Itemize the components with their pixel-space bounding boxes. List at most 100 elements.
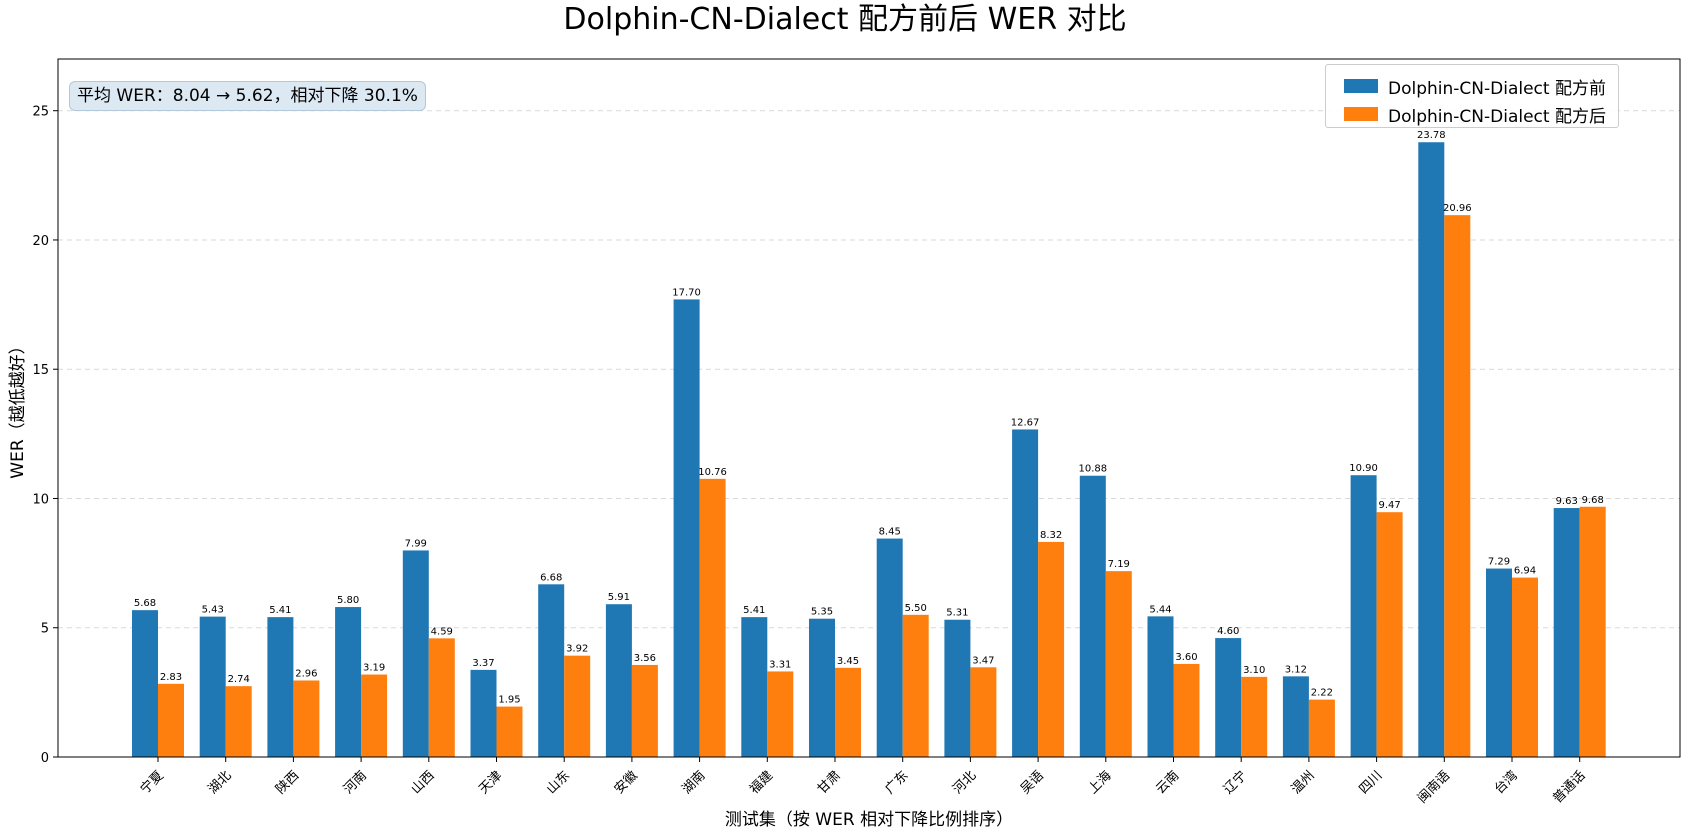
bar-before bbox=[1553, 508, 1580, 757]
bar-before bbox=[944, 619, 971, 757]
x-tick-label: 广东 bbox=[883, 768, 912, 797]
x-tick-label: 福建 bbox=[747, 768, 776, 797]
bar-after bbox=[1038, 541, 1065, 757]
bar-before bbox=[1147, 616, 1174, 757]
legend-swatch-before bbox=[1344, 79, 1378, 93]
y-axis-ticks: 0 5 10 15 20 25 bbox=[32, 105, 58, 766]
x-tick-label: 吴语 bbox=[1018, 768, 1047, 797]
bar-after bbox=[1173, 663, 1200, 757]
bar-before bbox=[1282, 676, 1309, 757]
data-label: 5.80 bbox=[337, 595, 359, 606]
x-tick-label: 山西 bbox=[409, 768, 438, 797]
bar-before bbox=[199, 616, 226, 757]
bar-after bbox=[902, 614, 929, 757]
data-label: 3.37 bbox=[472, 658, 494, 669]
bar-before bbox=[1350, 475, 1377, 757]
data-label: 9.63 bbox=[1556, 496, 1578, 507]
legend: Dolphin-CN-Dialect 配方前 Dolphin-CN-Dialec… bbox=[1325, 64, 1619, 128]
data-label: 3.45 bbox=[837, 656, 859, 667]
bar-before bbox=[673, 299, 700, 757]
data-label: 3.10 bbox=[1243, 665, 1265, 676]
data-label: 2.22 bbox=[1311, 688, 1333, 699]
x-tick-label: 宁夏 bbox=[137, 768, 167, 798]
y-tick-label: 10 bbox=[32, 492, 49, 507]
x-tick-label: 湖北 bbox=[206, 768, 235, 797]
bar-after bbox=[1105, 571, 1132, 757]
y-tick-label: 20 bbox=[32, 234, 49, 249]
bar-after bbox=[496, 706, 523, 757]
data-label: 4.60 bbox=[1217, 626, 1239, 637]
chart-title: Dolphin-CN-Dialect 配方前后 WER 对比 bbox=[563, 2, 1127, 37]
y-tick-label: 25 bbox=[32, 105, 49, 120]
bar-after bbox=[1376, 512, 1403, 757]
data-label: 20.96 bbox=[1443, 203, 1472, 214]
bar-before bbox=[132, 610, 158, 757]
x-tick-label: 上海 bbox=[1086, 768, 1115, 797]
data-label: 17.70 bbox=[672, 287, 701, 298]
data-label: 5.44 bbox=[1149, 604, 1171, 615]
bar-before bbox=[470, 669, 497, 757]
plot-frame bbox=[57, 58, 1681, 758]
bar-before bbox=[267, 617, 294, 757]
data-label: 6.94 bbox=[1514, 566, 1536, 577]
y-tick-label: 5 bbox=[41, 622, 49, 637]
summary-annotation: 平均 WER：8.04 → 5.62，相对下降 30.1% bbox=[69, 81, 426, 111]
bar-after bbox=[293, 680, 320, 757]
x-tick-label: 河北 bbox=[950, 768, 979, 797]
data-label: 5.41 bbox=[269, 605, 291, 616]
bar-after bbox=[1308, 699, 1335, 757]
data-label: 5.68 bbox=[134, 598, 156, 609]
data-label: 3.60 bbox=[1175, 652, 1197, 663]
data-label: 3.47 bbox=[972, 655, 994, 666]
bar-after bbox=[158, 683, 184, 757]
legend-label-after: Dolphin-CN-Dialect 配方后 bbox=[1388, 106, 1606, 127]
data-label: 1.95 bbox=[498, 695, 520, 706]
data-label: 9.68 bbox=[1582, 495, 1604, 506]
bar-before bbox=[1215, 638, 1242, 757]
y-tick-label: 0 bbox=[41, 751, 49, 766]
bar-after bbox=[631, 664, 658, 757]
x-tick-label: 台湾 bbox=[1491, 768, 1521, 798]
x-tick-label: 四川 bbox=[1356, 768, 1385, 797]
legend-item-before: Dolphin-CN-Dialect 配方前 bbox=[1344, 75, 1606, 99]
y-axis-title: WER（越低越好） bbox=[8, 337, 28, 478]
x-tick-label: 甘肃 bbox=[815, 768, 844, 797]
bar-after bbox=[564, 655, 591, 757]
bar-before bbox=[809, 618, 835, 757]
data-label: 8.32 bbox=[1040, 530, 1062, 541]
bar-after bbox=[835, 667, 861, 757]
bar-before bbox=[741, 617, 768, 757]
data-label: 3.19 bbox=[363, 663, 385, 674]
bar-after bbox=[428, 638, 455, 757]
x-axis-ticks: 宁夏 湖北 陕西 河南 山西 天津 山东 安徽 湖南 福建 甘肃 广东 河北 吴语 上海 云南 辽宁 温州 四川 闽南… bbox=[137, 757, 1589, 807]
legend-swatch-after bbox=[1344, 107, 1378, 121]
data-label: 5.50 bbox=[905, 603, 927, 614]
bar-after bbox=[767, 671, 794, 757]
value-labels: 5.68 2.83 5.43 2.74 5.41 2.96 5.80 3.19 7.99 4.59… bbox=[134, 130, 1604, 705]
data-label: 5.31 bbox=[946, 608, 968, 619]
x-tick-label: 闽南语 bbox=[1414, 768, 1453, 807]
y-tick-label: 15 bbox=[32, 363, 49, 378]
bar-after bbox=[361, 674, 388, 757]
data-label: 4.59 bbox=[431, 626, 453, 637]
x-axis-title: 测试集（按 WER 相对下降比例排序） bbox=[725, 810, 1013, 830]
legend-label-before: Dolphin-CN-Dialect 配方前 bbox=[1388, 78, 1606, 99]
x-tick-label: 山东 bbox=[544, 768, 573, 797]
data-label: 7.29 bbox=[1488, 557, 1510, 568]
bar-after bbox=[1241, 676, 1268, 757]
bar-before bbox=[876, 538, 903, 757]
data-label: 10.76 bbox=[698, 467, 727, 478]
x-tick-label: 陕西 bbox=[273, 768, 302, 797]
bar-before bbox=[335, 607, 362, 757]
data-label: 2.74 bbox=[228, 674, 250, 685]
data-label: 5.35 bbox=[811, 607, 833, 618]
data-label: 9.47 bbox=[1378, 500, 1400, 511]
bar-after bbox=[1444, 215, 1471, 757]
data-label: 5.41 bbox=[743, 605, 765, 616]
data-label: 10.88 bbox=[1078, 464, 1107, 475]
data-label: 5.43 bbox=[202, 605, 224, 616]
bar-before bbox=[1486, 568, 1512, 757]
x-tick-label: 辽宁 bbox=[1220, 768, 1250, 798]
bar-before bbox=[605, 604, 632, 757]
